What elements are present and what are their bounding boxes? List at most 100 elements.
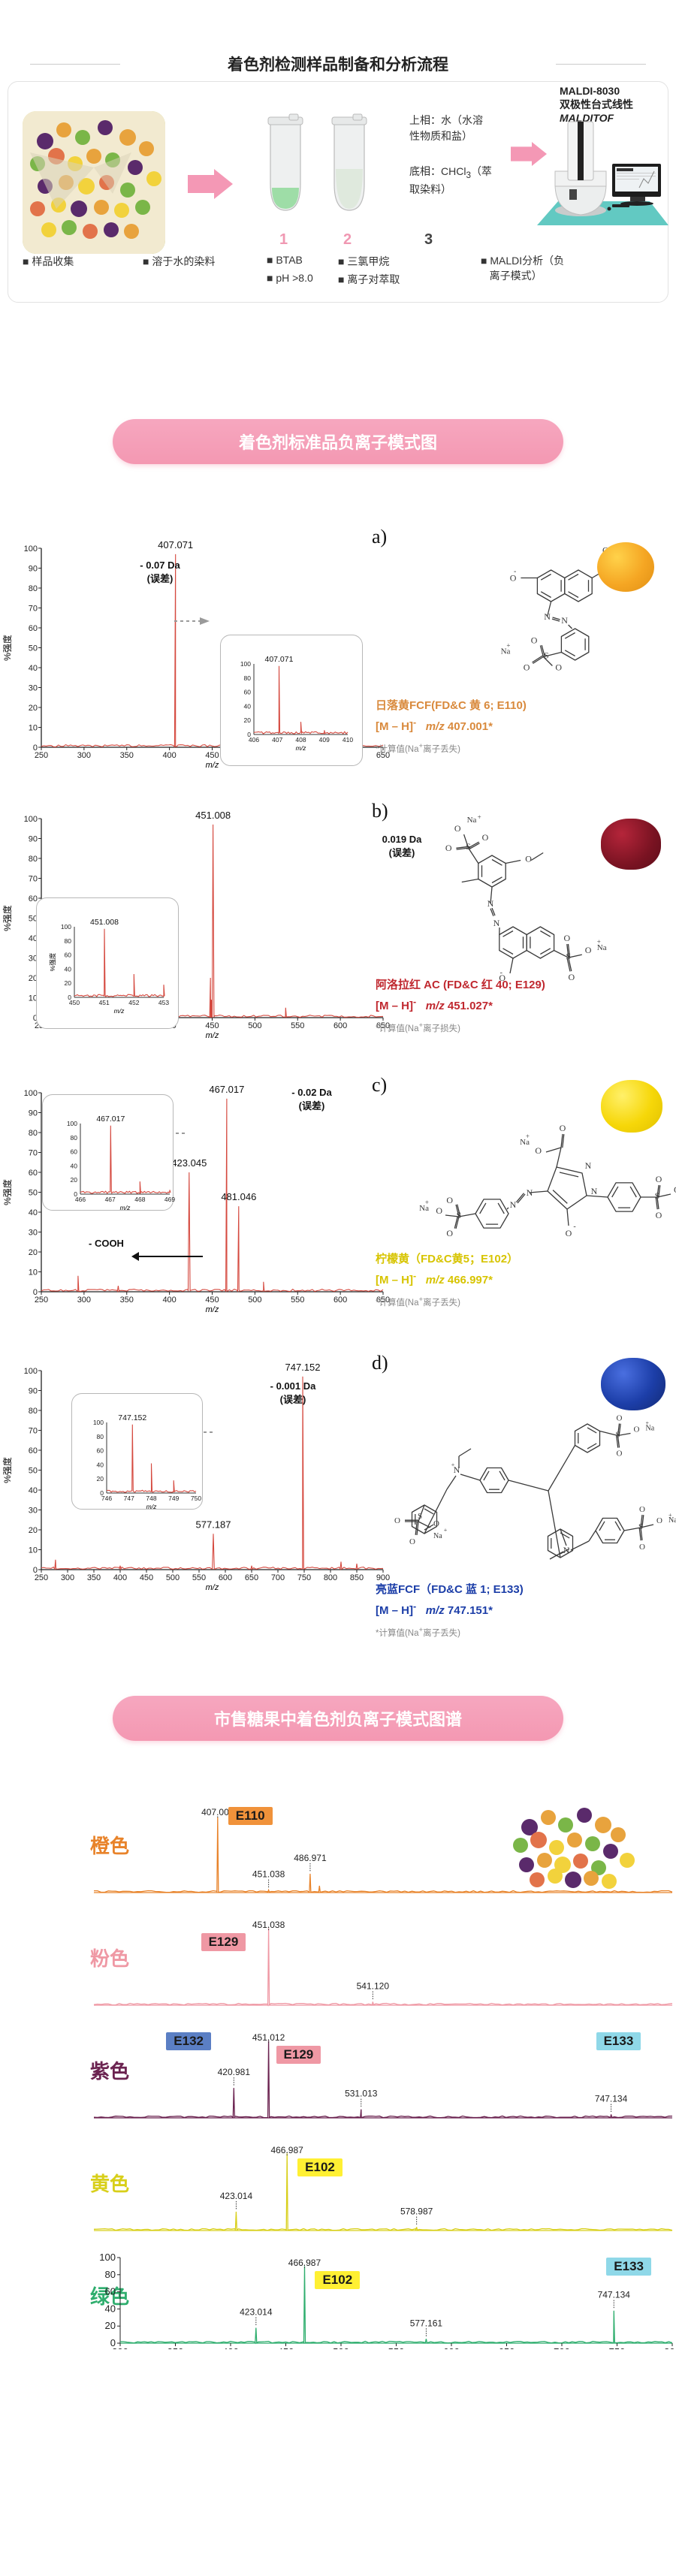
svg-text:O: O	[446, 1195, 453, 1205]
svg-text:O: O	[445, 843, 452, 853]
svg-text:20: 20	[29, 704, 38, 713]
svg-text:400: 400	[222, 2346, 239, 2349]
svg-text:S: S	[418, 1512, 422, 1521]
svg-text:747.134: 747.134	[595, 2093, 628, 2104]
svg-text:O: O	[436, 1205, 442, 1216]
svg-text:40: 40	[29, 664, 38, 673]
svg-text:481.046: 481.046	[221, 1191, 256, 1202]
svg-text:S: S	[544, 650, 549, 661]
svg-text:80: 80	[29, 1129, 38, 1138]
svg-text:408: 408	[295, 736, 306, 744]
svg-text:90: 90	[29, 565, 38, 574]
svg-text:O: O	[394, 1516, 400, 1525]
svg-text:60: 60	[71, 1148, 78, 1156]
svg-text:30: 30	[29, 684, 38, 693]
svg-text:70: 70	[29, 1149, 38, 1158]
svg-text:467.017: 467.017	[96, 1115, 125, 1124]
svg-text:486.971: 486.971	[294, 1853, 327, 1863]
svg-text:O: O	[656, 1210, 662, 1220]
svg-text:50: 50	[29, 644, 38, 653]
svg-text:452: 452	[128, 999, 139, 1006]
svg-text:100: 100	[24, 815, 38, 824]
svg-text:407.071: 407.071	[158, 539, 193, 550]
svg-text:O: O	[563, 933, 570, 943]
svg-text:60: 60	[105, 2286, 116, 2297]
svg-text:%强度: %强度	[2, 635, 13, 661]
svg-text:451.008: 451.008	[90, 918, 119, 927]
svg-text:O: O	[656, 1174, 662, 1184]
svg-text:80: 80	[97, 1433, 104, 1440]
svg-text:469: 469	[164, 1196, 175, 1203]
svg-text:700: 700	[554, 2346, 570, 2349]
svg-text:40: 40	[105, 2303, 116, 2314]
svg-text:O: O	[560, 1123, 566, 1133]
svg-text:80: 80	[29, 855, 38, 864]
svg-text:O: O	[656, 1516, 662, 1525]
svg-text:m/z: m/z	[296, 744, 306, 752]
svg-text:N: N	[591, 1186, 598, 1196]
svg-text:m/z: m/z	[146, 1503, 157, 1510]
svg-text:+: +	[478, 815, 481, 821]
svg-text:500: 500	[333, 2346, 349, 2349]
svg-text:350: 350	[120, 1296, 134, 1305]
svg-text:N: N	[585, 1160, 592, 1171]
svg-text:350: 350	[167, 2346, 184, 2349]
svg-text:550: 550	[291, 1296, 304, 1305]
svg-text:10: 10	[29, 724, 38, 733]
svg-text:90: 90	[29, 1109, 38, 1118]
svg-text:O: O	[446, 1228, 453, 1238]
svg-text:467.017: 467.017	[209, 1084, 244, 1095]
svg-text:Na: Na	[668, 1516, 676, 1525]
svg-text:600: 600	[219, 1573, 232, 1582]
svg-text:40: 40	[29, 1486, 38, 1495]
svg-text:650: 650	[245, 1573, 258, 1582]
svg-text:409: 409	[319, 736, 330, 744]
svg-text:850: 850	[350, 1573, 364, 1582]
svg-text:250: 250	[35, 1296, 48, 1305]
svg-text:O: O	[524, 662, 530, 673]
svg-text:50: 50	[29, 1189, 38, 1198]
svg-text:70: 70	[29, 875, 38, 884]
svg-text:m/z: m/z	[206, 1305, 219, 1314]
svg-text:S: S	[566, 951, 571, 961]
svg-text:466: 466	[75, 1196, 86, 1203]
svg-text:O: O	[510, 573, 517, 584]
svg-text:300: 300	[77, 1296, 91, 1305]
svg-text:450: 450	[205, 1021, 219, 1030]
svg-text:O: O	[525, 854, 532, 864]
svg-text:70: 70	[29, 605, 38, 614]
svg-text:450: 450	[140, 1573, 153, 1582]
svg-text:Na: Na	[467, 816, 477, 825]
svg-text:550: 550	[388, 2346, 405, 2349]
svg-text:O: O	[639, 1543, 645, 1552]
svg-text:60: 60	[29, 1169, 38, 1178]
svg-text:423.014: 423.014	[240, 2306, 273, 2317]
svg-text:O: O	[639, 1505, 645, 1514]
svg-text:20: 20	[97, 1475, 104, 1483]
svg-text:%强度: %强度	[2, 905, 13, 931]
svg-text:500: 500	[248, 1021, 261, 1030]
svg-text:400: 400	[113, 1573, 127, 1582]
svg-text:Na: Na	[419, 1204, 429, 1213]
svg-text:O: O	[531, 635, 538, 646]
svg-text:O: O	[454, 823, 461, 834]
svg-text:60: 60	[244, 689, 252, 696]
svg-text:80: 80	[244, 674, 252, 682]
svg-text:N: N	[527, 1187, 533, 1198]
svg-text:m/z: m/z	[206, 1031, 219, 1040]
svg-text:747: 747	[124, 1495, 134, 1502]
svg-text:531.013: 531.013	[345, 2089, 378, 2099]
svg-text:800: 800	[664, 2346, 676, 2349]
svg-text:100: 100	[24, 1089, 38, 1098]
svg-text:300: 300	[61, 1573, 74, 1582]
svg-text:+: +	[451, 1461, 455, 1468]
svg-text:451.012: 451.012	[252, 2032, 285, 2043]
svg-text:100: 100	[67, 1120, 77, 1127]
svg-text:400: 400	[162, 1296, 176, 1305]
svg-text:40: 40	[65, 965, 72, 973]
svg-text:350: 350	[120, 751, 134, 760]
svg-text:20: 20	[71, 1176, 78, 1184]
svg-text:451.038: 451.038	[252, 1920, 285, 1930]
svg-text:500: 500	[166, 1573, 180, 1582]
svg-text:O: O	[433, 1519, 439, 1528]
